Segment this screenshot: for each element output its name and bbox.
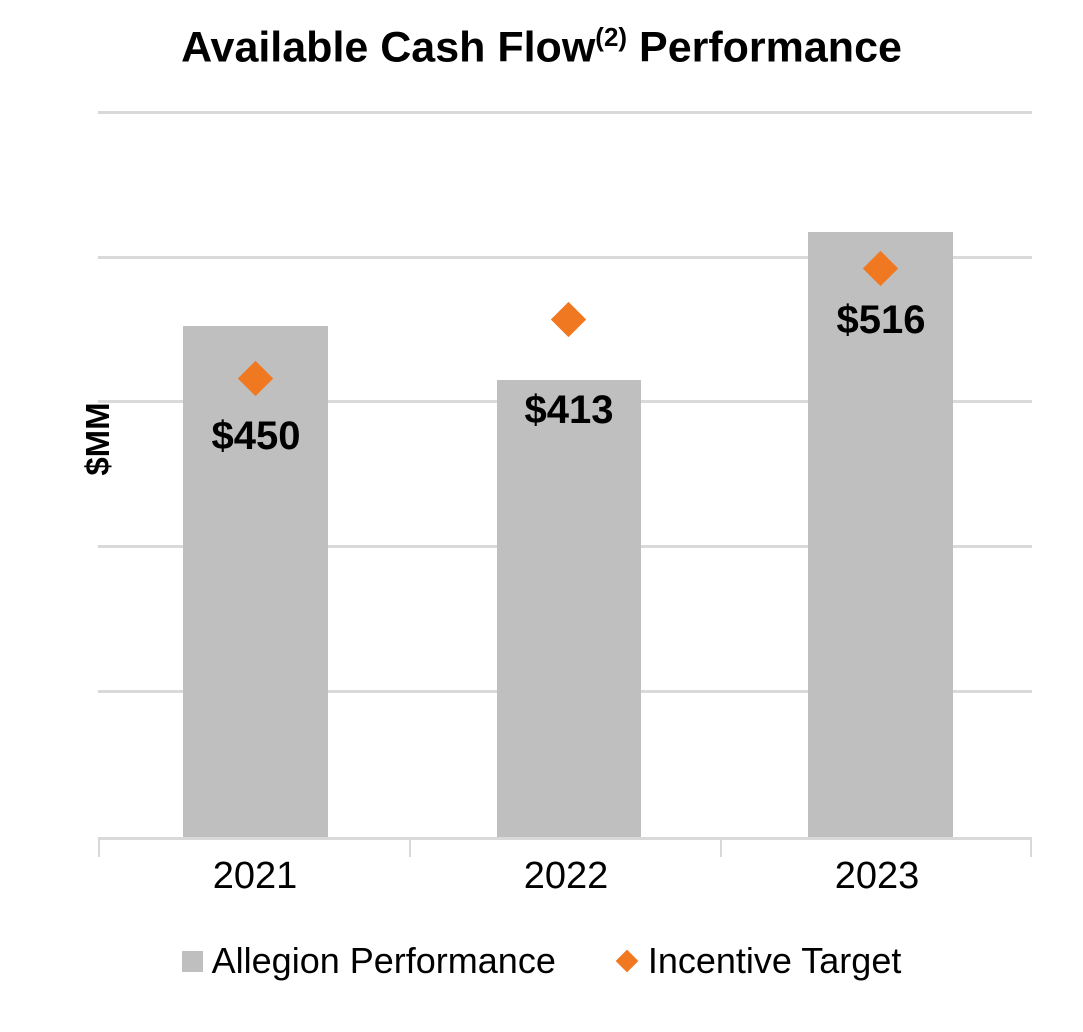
x-axis-line	[98, 837, 1032, 840]
bar-2022[interactable]	[497, 380, 641, 838]
legend-item-incentive-target[interactable]: Incentive Target	[615, 940, 902, 981]
legend-label-allegion-performance: Allegion Performance	[211, 940, 556, 981]
x-axis-label-2022: 2022	[523, 855, 609, 897]
legend-label-incentive-target: Incentive Target	[647, 940, 902, 981]
bar-2021[interactable]	[183, 326, 328, 838]
bar-2023[interactable]	[808, 232, 953, 838]
x-axis-tick-end	[1030, 840, 1032, 857]
gridline-500	[98, 256, 1032, 259]
chart-title-tail: Performance	[627, 23, 902, 72]
chart-legend: Allegion Performance Incentive Target	[0, 943, 1083, 979]
x-axis-label-2023: 2023	[834, 855, 920, 897]
x-axis-tick-2	[720, 840, 722, 857]
bar-label-2021: $450	[211, 414, 301, 458]
chart-title-footnote-marker: (2)	[595, 22, 628, 52]
bar-label-2023: $516	[836, 298, 926, 342]
x-axis-tick-1	[409, 840, 411, 857]
bar-label-2022: $413	[524, 388, 614, 432]
diamond-marker-icon	[615, 949, 639, 973]
chart-title: Available Cash Flow(2) Performance	[0, 22, 1083, 72]
square-marker-icon	[181, 950, 203, 972]
chart-title-main: Available Cash Flow	[181, 23, 596, 72]
legend-item-allegion-performance[interactable]: Allegion Performance	[181, 940, 556, 981]
x-axis-label-2021: 2021	[212, 855, 298, 897]
y-axis-title: $MM	[79, 402, 116, 476]
x-axis-tick-start	[98, 840, 100, 857]
gridline-625	[98, 111, 1032, 114]
